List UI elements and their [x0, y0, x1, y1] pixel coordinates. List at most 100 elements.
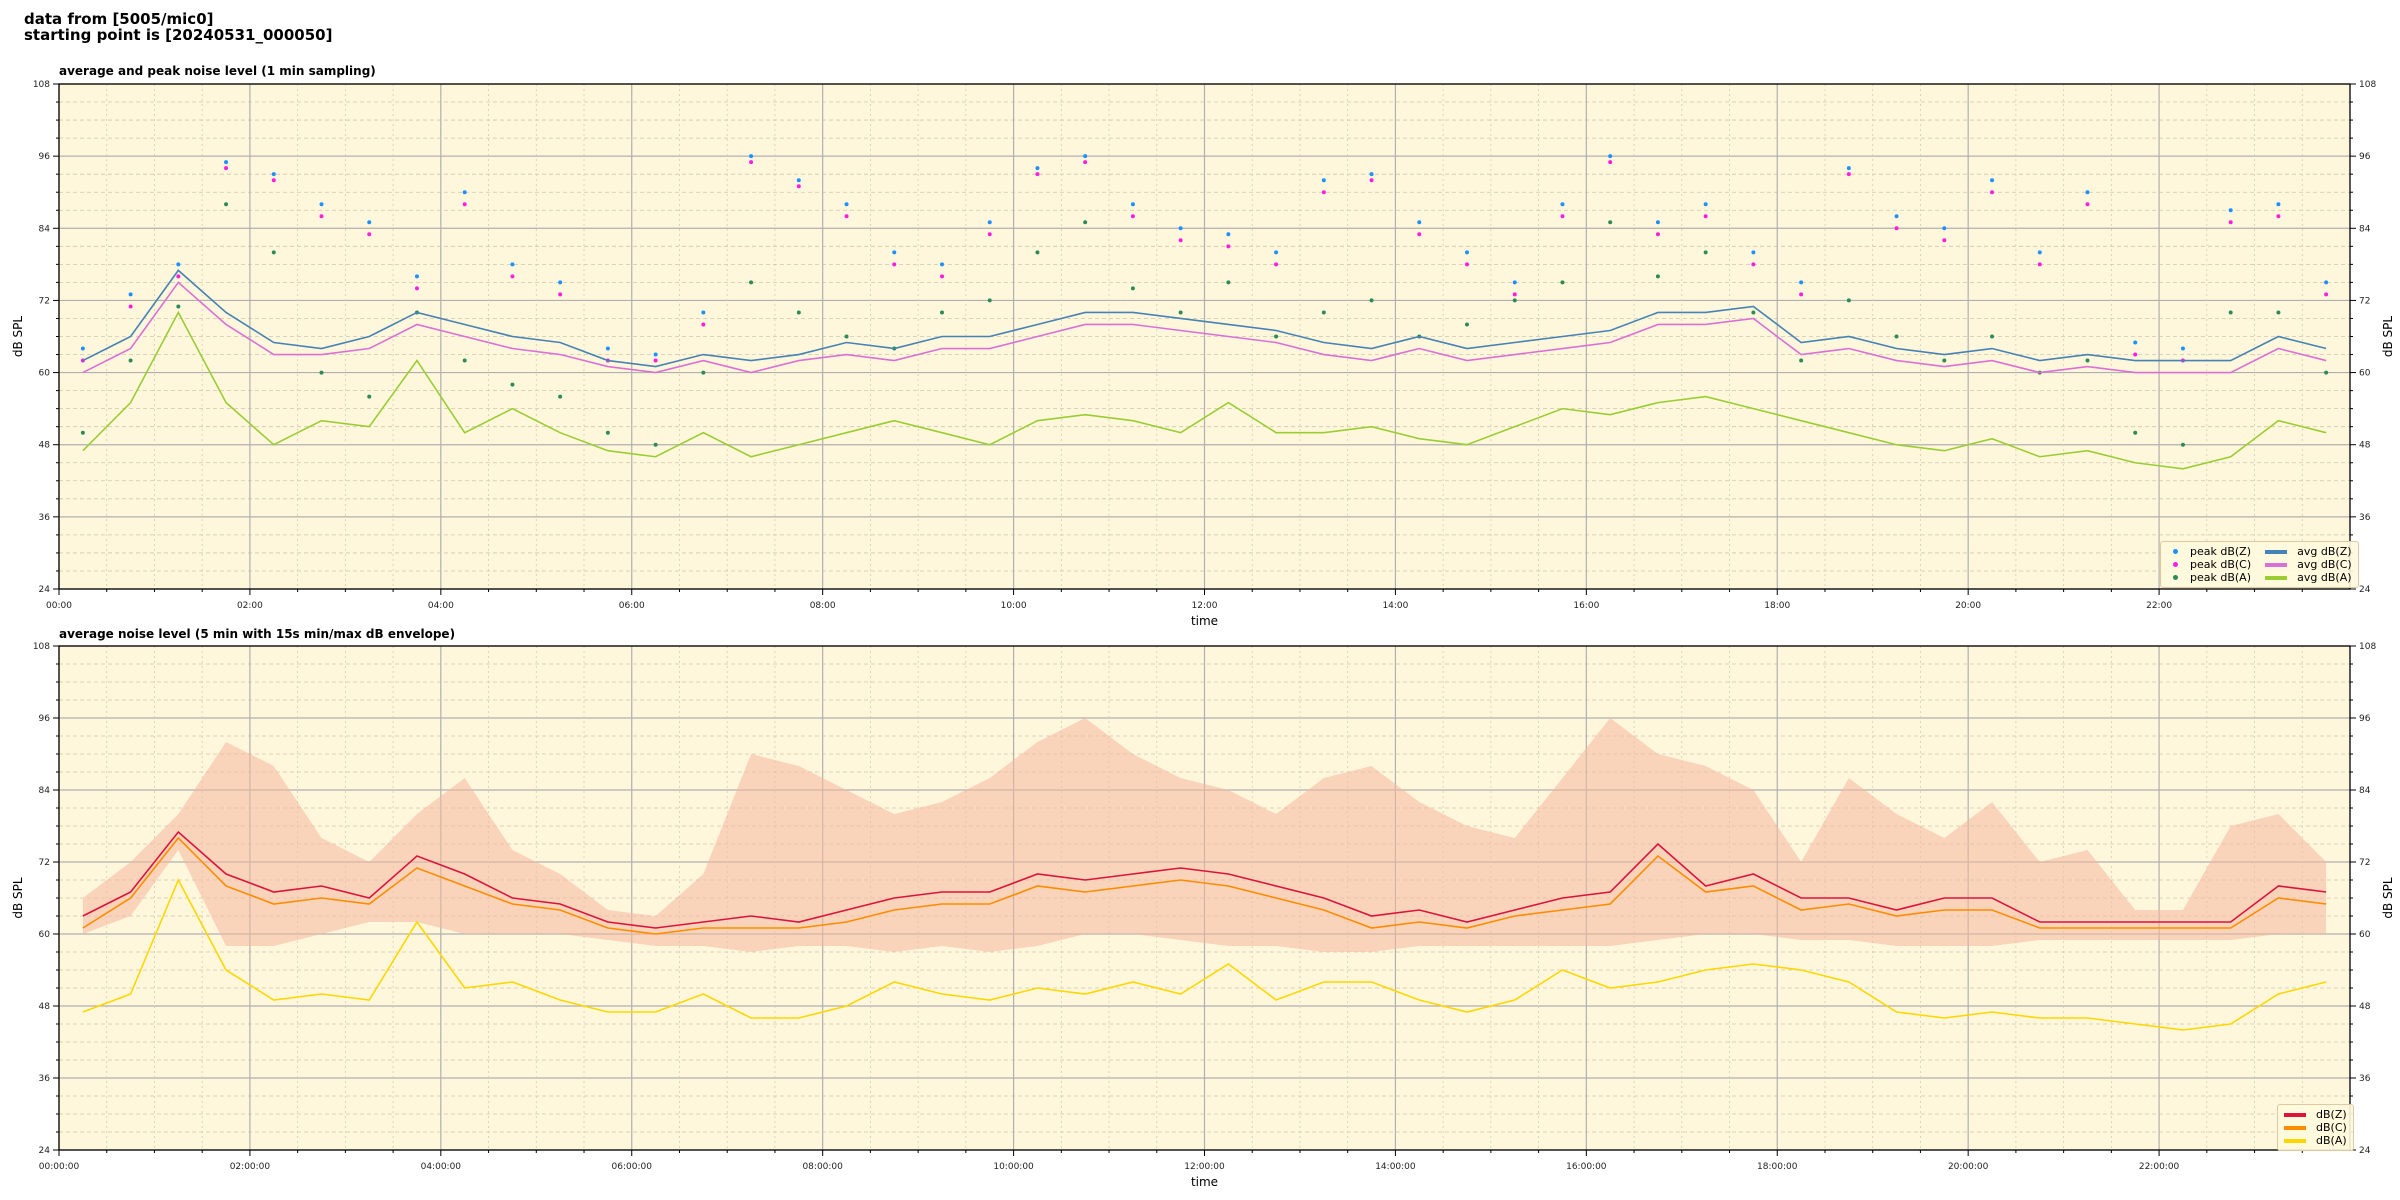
point-peak-db-c: [2276, 214, 2281, 219]
point-peak-db-z: [224, 160, 229, 165]
point-peak-db-z: [2133, 340, 2138, 345]
point-peak-db-z: [271, 172, 276, 177]
x-tick-label: 22:00: [2146, 601, 2172, 611]
point-peak-db-z: [605, 346, 610, 351]
point-peak-db-z: [1942, 226, 1947, 231]
point-peak-db-a: [605, 430, 610, 435]
point-peak-db-c: [1178, 238, 1183, 243]
point-peak-db-c: [939, 274, 944, 279]
point-peak-db-z: [844, 202, 849, 207]
y-tick-label: 96: [39, 152, 51, 162]
point-peak-db-a: [1321, 310, 1326, 315]
point-peak-db-z: [2037, 250, 2042, 255]
point-peak-db-z: [701, 310, 706, 315]
point-peak-db-a: [1130, 286, 1135, 291]
point-peak-db-a: [2133, 430, 2138, 435]
point-peak-db-c: [2037, 262, 2042, 267]
point-peak-db-z: [1799, 280, 1804, 285]
point-peak-db-a: [1560, 280, 1565, 285]
point-peak-db-c: [1942, 238, 1947, 243]
x-tick-label: 04:00:00: [421, 1162, 462, 1172]
point-peak-db-a: [2085, 358, 2090, 363]
chart2-title: average noise level (5 min with 15s min/…: [59, 627, 456, 641]
y-tick-label-right: 48: [2359, 441, 2371, 451]
y-tick-label-right: 72: [2359, 858, 2370, 868]
x-tick-label: 06:00: [619, 601, 645, 611]
series-avg-db-c: [82, 281, 2327, 374]
y-tick-label-right: 60: [2359, 369, 2371, 379]
point-peak-db-a: [558, 394, 563, 399]
point-peak-db-c: [1417, 232, 1422, 237]
x-tick-label: 04:00: [428, 601, 454, 611]
point-peak-db-z: [1083, 154, 1088, 159]
legend-avg-a: avg dB(A): [2265, 571, 2352, 584]
y-tick-label-right: 84: [2359, 786, 2371, 796]
point-peak-db-z: [510, 262, 515, 267]
y-tick-label: 108: [33, 642, 50, 652]
y-tick-label: 84: [39, 224, 51, 234]
point-peak-db-a: [2324, 370, 2329, 375]
y-tick-label: 60: [39, 369, 51, 379]
legend-avg-z: avg dB(Z): [2265, 545, 2352, 558]
point-peak-db-c: [319, 214, 324, 219]
y-tick-label: 48: [39, 441, 51, 451]
y-tick-label: 36: [39, 513, 51, 523]
point-peak-db-a: [653, 442, 658, 447]
point-peak-db-a: [1369, 298, 1374, 303]
point-peak-db-z: [176, 262, 181, 267]
point-peak-db-c: [1894, 226, 1899, 231]
y-tick-label: 84: [39, 786, 51, 796]
legend-peak-a: peak dB(A): [2167, 571, 2251, 584]
point-peak-db-c: [224, 166, 229, 171]
chart1-title: average and peak noise level (1 min samp…: [59, 64, 376, 78]
x-tick-label: 02:00:00: [230, 1162, 271, 1172]
legend-marker-icon: [2173, 562, 2178, 567]
point-peak-db-a: [1990, 334, 1995, 339]
point-peak-db-a: [462, 358, 467, 363]
chart-1: 24 24 36 36 48 48 60 60 72 72 84 84 96 96 108 108 00:00 0…: [11, 80, 2395, 628]
y-tick-label-right: 24: [2359, 585, 2371, 595]
y-tick-label: 60: [39, 930, 51, 940]
legend-line-icon: [2284, 1125, 2306, 1130]
x-tick-label: 12:00: [1192, 601, 1218, 611]
legend-line-icon: [2265, 562, 2288, 567]
chart1-legend: peak dB(Z) peak dB(C) peak dB(A) avg dB(…: [2160, 541, 2359, 588]
point-peak-db-a: [224, 202, 229, 207]
point-peak-db-z: [80, 346, 85, 351]
header-start: starting point is [20240531_000050]: [24, 26, 333, 44]
legend-peak-z: peak dB(Z): [2167, 545, 2251, 558]
point-peak-db-a: [939, 310, 944, 315]
header-source: data from [5005/mic0]: [24, 10, 214, 28]
point-peak-db-a: [1703, 250, 1708, 255]
x-tick-label: 20:00: [1955, 601, 1981, 611]
point-peak-db-a: [796, 310, 801, 315]
chart-2: 24 24 36 36 48 48 60 60 72 72 84 84 96 96 108 108 00:00:…: [11, 642, 2395, 1189]
point-peak-db-a: [1894, 334, 1899, 339]
point-peak-db-a: [1512, 298, 1517, 303]
point-peak-db-z: [2276, 202, 2281, 207]
point-peak-db-c: [2324, 292, 2329, 297]
series-db-c: [82, 836, 2327, 935]
point-peak-db-z: [987, 220, 992, 225]
y-axis-label-right: dB SPL: [2381, 316, 2395, 358]
legend-line-icon: [2265, 549, 2288, 554]
y-tick-label-right: 108: [2359, 80, 2376, 90]
point-peak-db-c: [892, 262, 897, 267]
point-peak-db-z: [1465, 250, 1470, 255]
point-peak-db-a: [1751, 310, 1756, 315]
point-peak-db-z: [2180, 346, 2185, 351]
point-peak-db-c: [987, 232, 992, 237]
point-peak-db-a: [510, 382, 515, 387]
point-peak-db-a: [749, 280, 754, 285]
point-peak-db-a: [2276, 310, 2281, 315]
point-peak-db-z: [2085, 190, 2090, 195]
point-peak-db-z: [796, 178, 801, 183]
point-peak-db-c: [558, 292, 563, 297]
point-peak-db-a: [367, 394, 372, 399]
chart2-legend: dB(Z) dB(C) dB(A): [2277, 1104, 2354, 1151]
y-tick-label-right: 24: [2359, 1146, 2371, 1156]
y-axis-label: dB SPL: [11, 877, 25, 919]
legend-a: dB(A): [2284, 1134, 2347, 1147]
y-tick-label: 72: [39, 858, 50, 868]
